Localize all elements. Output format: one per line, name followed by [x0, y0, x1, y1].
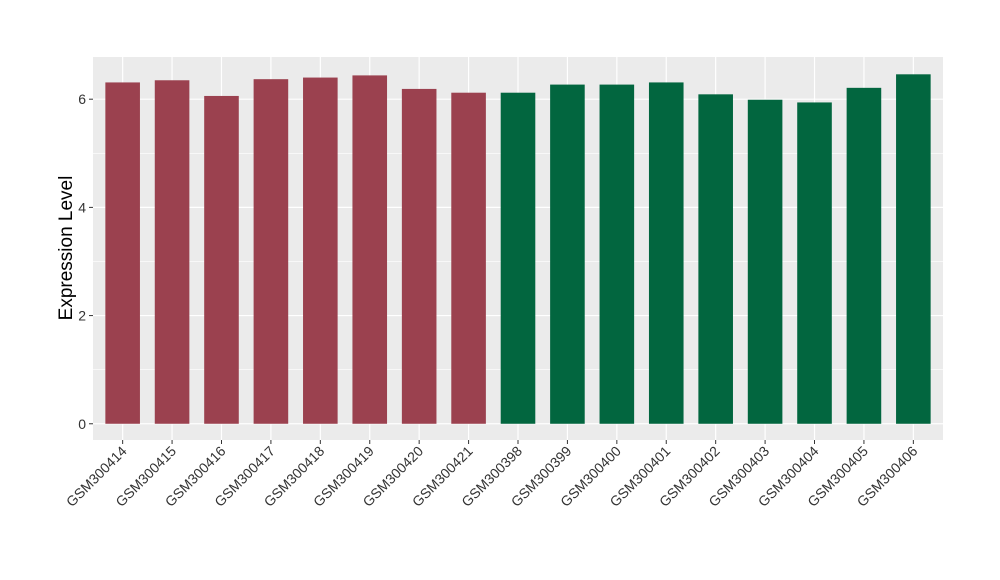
y-tick-label: 0 [78, 416, 86, 432]
bar-GSM300403 [747, 99, 783, 424]
bar-GSM300418 [303, 77, 338, 424]
bar-GSM300398 [500, 92, 536, 424]
y-tick-label: 4 [78, 199, 86, 215]
y-axis-title: Expression Level [56, 176, 77, 321]
bar-GSM300401 [648, 82, 684, 424]
y-tick-label: 2 [78, 308, 86, 324]
bar-GSM300420 [401, 88, 437, 424]
bar-GSM300416 [204, 95, 239, 424]
bar-GSM300406 [896, 74, 931, 424]
bar-GSM300400 [599, 84, 635, 424]
bars [105, 74, 931, 424]
bar-GSM300404 [797, 102, 832, 424]
bar-GSM300415 [154, 80, 190, 424]
x-axis: GSM300414GSM300415GSM300416GSM300417GSM3… [63, 440, 921, 510]
bar-GSM300399 [550, 84, 585, 424]
y-axis: 0 2 4 6 [78, 91, 93, 432]
bar-GSM300419 [352, 75, 388, 424]
bar-GSM300417 [253, 79, 289, 424]
bar-GSM300405 [846, 87, 882, 424]
bar-GSM300421 [451, 92, 486, 424]
bar-GSM300402 [698, 94, 733, 424]
y-tick-label: 6 [78, 91, 86, 107]
bar-GSM300414 [105, 82, 140, 424]
